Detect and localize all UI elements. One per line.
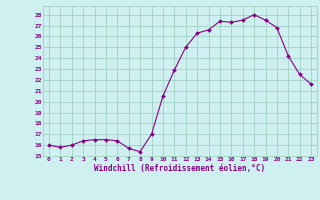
- X-axis label: Windchill (Refroidissement éolien,°C): Windchill (Refroidissement éolien,°C): [94, 164, 266, 173]
